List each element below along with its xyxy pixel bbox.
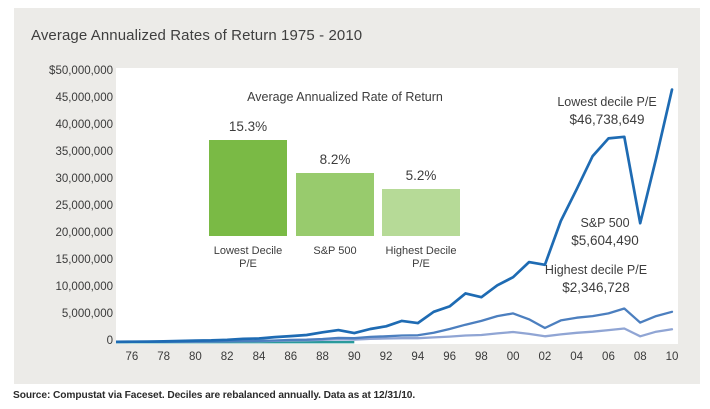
x-axis-tick-label: 80 (189, 351, 202, 363)
bar-label-line: Highest Decile (385, 245, 457, 257)
bar-label-sp500: S&P 500 (292, 245, 378, 258)
bar-label-line: Lowest Decile (213, 245, 283, 257)
y-axis-tick-label: 25,000,000 (55, 200, 113, 212)
line-chart-svg (116, 88, 674, 344)
x-axis-tick-label: 78 (157, 351, 171, 363)
x-axis-tick-label: 96 (443, 351, 456, 363)
y-axis-tick-label: 20,000,000 (55, 227, 113, 239)
annotation-series-name: S&P 500 (580, 216, 630, 230)
source-note: Source: Compustat via Faceset. Deciles a… (13, 389, 416, 401)
y-axis-tick-label: 5,000,000 (61, 308, 113, 320)
bar-lowest-decile-pe (209, 140, 287, 236)
x-axis-tick-label: 98 (474, 351, 488, 363)
annotation-series-name: Lowest decile P/E (557, 95, 657, 109)
bar-highest-decile-pe (382, 189, 460, 236)
bar-label-line: S&P 500 (313, 245, 357, 257)
y-axis-tick-label: 0 (106, 335, 113, 347)
x-axis-tick-label: 04 (570, 351, 584, 363)
inset-bar-chart-title: Average Annualized Rate of Return (247, 90, 443, 104)
y-axis-tick-label: 40,000,000 (55, 119, 113, 131)
annotation-series-name: Highest decile P/E (544, 263, 648, 277)
bar-label-line: P/E (412, 258, 430, 270)
bar-value-lowest-decile: 15.3% (228, 119, 268, 134)
x-axis-tick-label: 90 (347, 351, 361, 363)
y-axis-tick-label: 35,000,000 (55, 146, 113, 158)
x-axis-tick-label: 88 (316, 351, 329, 363)
line-lowest-decile-p-e (116, 88, 674, 344)
y-axis-tick-label: $50,000,000 (49, 65, 113, 77)
x-axis-tick-label: 10 (665, 351, 679, 363)
y-axis-tick-label: 30,000,000 (55, 173, 113, 185)
y-axis-tick-label: 15,000,000 (55, 254, 113, 266)
annotation-highest-decile: Highest decile P/E $2,346,728 (518, 263, 674, 295)
x-axis-tick-label: 92 (379, 351, 393, 363)
bar-label-line: P/E (239, 258, 257, 270)
annotation-final-value: $5,604,490 (571, 233, 639, 248)
bar-value-highest-decile: 5.2% (405, 168, 437, 183)
annotation-final-value: $46,738,649 (569, 112, 645, 127)
x-axis-tick-label: 00 (506, 351, 520, 363)
page-title: Average Annualized Rates of Return 1975 … (31, 27, 363, 44)
bar-value-sp500: 8.2% (319, 152, 351, 167)
x-axis-tick-label: 76 (125, 351, 139, 363)
x-axis-tick-label: 02 (538, 351, 552, 363)
annotation-lowest-decile: Lowest decile P/E $46,738,649 (529, 95, 685, 127)
x-axis-tick-label: 82 (220, 351, 234, 363)
annotation-final-value: $2,346,728 (562, 280, 630, 295)
x-axis-tick-label: 86 (284, 351, 298, 363)
x-axis-tick-label: 08 (633, 351, 647, 363)
annotation-sp500: S&P 500 $5,604,490 (530, 216, 680, 248)
x-axis-tick-label: 06 (602, 351, 615, 363)
y-axis-tick-label: 10,000,000 (55, 281, 113, 293)
bar-sp500 (296, 173, 374, 236)
x-axis-tick-label: 84 (252, 351, 266, 363)
line-s-p-500 (116, 307, 674, 344)
bar-label-highest-decile: Highest Decile P/E (378, 245, 464, 271)
x-axis-tick-label: 94 (411, 351, 425, 363)
y-axis-tick-label: 45,000,000 (55, 92, 113, 104)
bar-label-lowest-decile: Lowest Decile P/E (205, 245, 291, 271)
